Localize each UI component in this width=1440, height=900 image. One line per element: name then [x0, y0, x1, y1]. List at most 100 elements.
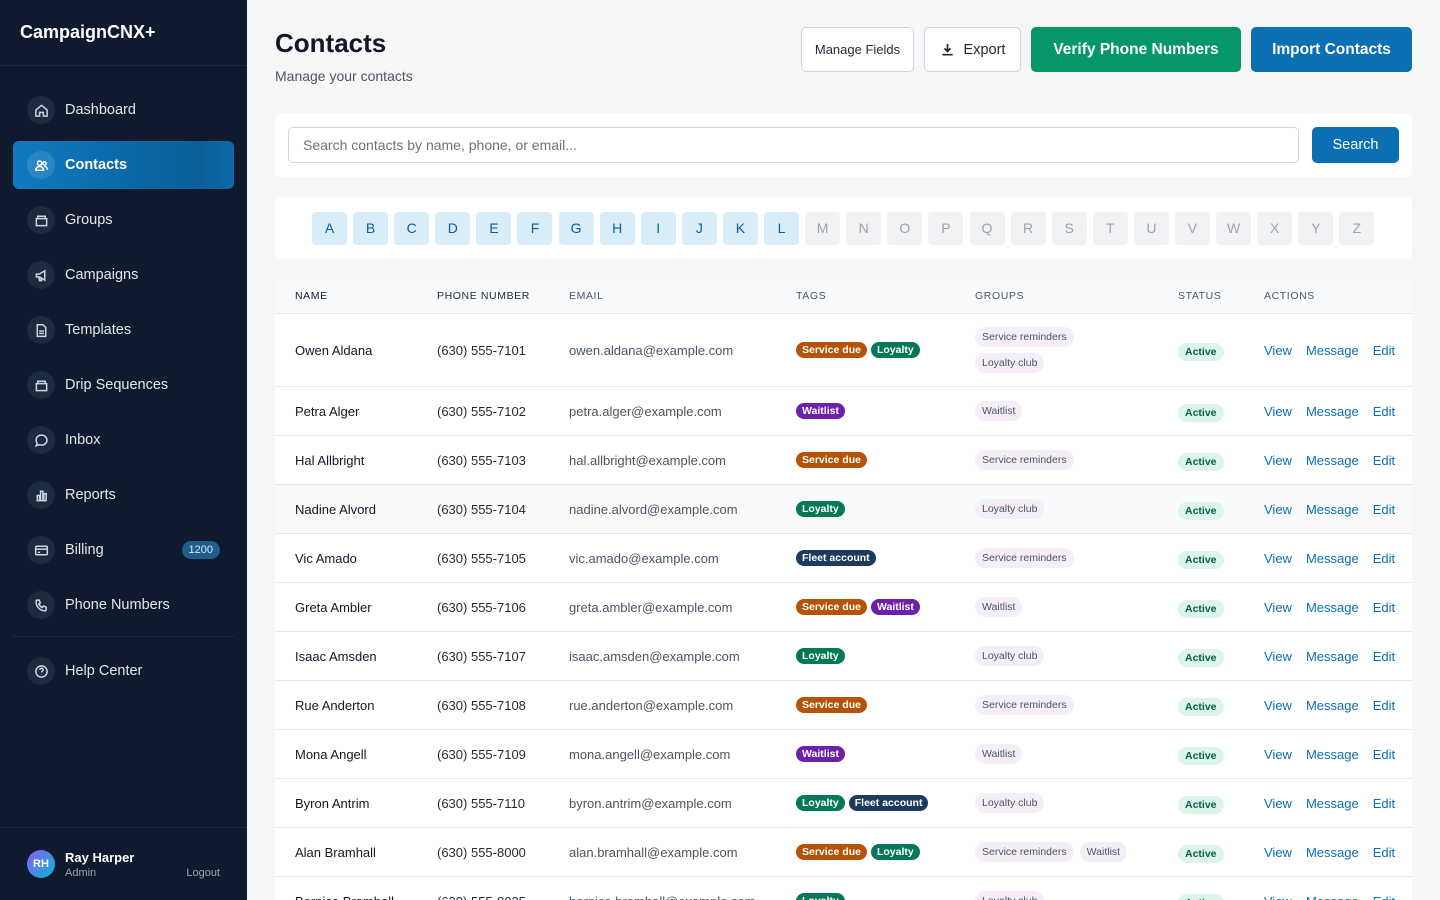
column-header-email[interactable]: EMAIL: [569, 290, 604, 302]
letter-filter-n: N: [846, 211, 882, 245]
user-role: Admin: [65, 866, 97, 879]
contact-phone: (630) 555-7103: [437, 452, 526, 468]
contact-name: Vic Amado: [295, 550, 357, 566]
contact-email: owen.aldana@example.com: [569, 342, 734, 358]
view-link[interactable]: View: [1264, 599, 1292, 615]
message-link[interactable]: Message: [1305, 599, 1359, 615]
view-link[interactable]: View: [1264, 746, 1292, 762]
view-link[interactable]: View: [1264, 403, 1292, 419]
view-link[interactable]: View: [1264, 795, 1292, 811]
letter-filter-l[interactable]: L: [764, 211, 800, 245]
edit-link[interactable]: Edit: [1372, 342, 1396, 358]
letter-filter-q: Q: [969, 211, 1005, 245]
edit-link[interactable]: Edit: [1372, 697, 1396, 713]
search-button[interactable]: Search: [1312, 127, 1399, 163]
sidebar-item-help-center[interactable]: Help Center: [13, 647, 234, 695]
column-header-status[interactable]: STATUS: [1178, 290, 1222, 302]
column-header-name[interactable]: NAME: [295, 290, 328, 302]
logout-link[interactable]: Logout: [186, 867, 220, 879]
letter-filter-w: W: [1216, 211, 1252, 245]
message-link[interactable]: Message: [1305, 550, 1359, 566]
column-header-groups[interactable]: GROUPS: [975, 290, 1025, 302]
letter-filter-k[interactable]: K: [722, 211, 758, 245]
message-link[interactable]: Message: [1305, 795, 1359, 811]
view-link[interactable]: View: [1264, 452, 1292, 468]
letter-filter-f[interactable]: F: [517, 211, 553, 245]
manage-fields-button[interactable]: Manage Fields: [801, 27, 914, 72]
table-body: Owen Aldana (630) 555-7101 owen.aldana@exa…: [275, 314, 1412, 900]
letter-filter-b[interactable]: B: [353, 211, 389, 245]
sidebar-item-contacts[interactable]: Contacts: [13, 141, 234, 189]
page-title: Contacts: [275, 28, 387, 58]
contact-email: byron.antrim@example.com: [569, 795, 732, 811]
sidebar-item-billing[interactable]: Billing 1200: [13, 526, 234, 574]
sidebar-item-templates[interactable]: Templates: [13, 306, 234, 354]
column-header-tags[interactable]: TAGS: [796, 290, 827, 302]
sidebar-item-inbox[interactable]: Inbox: [13, 416, 234, 464]
view-link[interactable]: View: [1264, 342, 1292, 358]
letter-filter-h[interactable]: H: [599, 211, 635, 245]
edit-link[interactable]: Edit: [1372, 844, 1396, 860]
contact-tags: Waitlist: [796, 746, 845, 762]
edit-link[interactable]: Edit: [1372, 795, 1396, 811]
contact-email: petra.alger@example.com: [569, 403, 722, 419]
sidebar-item-drip-sequences[interactable]: Drip Sequences: [13, 361, 234, 409]
message-link[interactable]: Message: [1305, 342, 1359, 358]
message-link[interactable]: Message: [1305, 452, 1359, 468]
group-badge: Loyalty club: [975, 793, 1045, 813]
message-link[interactable]: Message: [1305, 403, 1359, 419]
message-link[interactable]: Message: [1305, 648, 1359, 664]
edit-link[interactable]: Edit: [1372, 746, 1396, 762]
view-link[interactable]: View: [1264, 844, 1292, 860]
contact-name: Alan Bramhall: [295, 844, 376, 860]
letter-filter-d[interactable]: D: [435, 211, 471, 245]
row-actions: View Message Edit: [1264, 551, 1395, 566]
edit-link[interactable]: Edit: [1372, 599, 1396, 615]
folder-icon: [27, 371, 55, 399]
export-button[interactable]: Export: [924, 27, 1021, 72]
status-badge: Active: [1178, 795, 1224, 814]
chat-icon: [27, 426, 55, 454]
view-link[interactable]: View: [1264, 697, 1292, 713]
sidebar-item-dashboard[interactable]: Dashboard: [13, 86, 234, 134]
view-link[interactable]: View: [1264, 894, 1292, 900]
message-link[interactable]: Message: [1305, 746, 1359, 762]
message-link[interactable]: Message: [1305, 844, 1359, 860]
view-link[interactable]: View: [1264, 550, 1292, 566]
sidebar-item-reports[interactable]: Reports: [13, 471, 234, 519]
edit-link[interactable]: Edit: [1372, 403, 1396, 419]
edit-link[interactable]: Edit: [1373, 894, 1395, 900]
contact-name: Nadine Alvord: [295, 501, 376, 517]
search-input[interactable]: [288, 127, 1299, 163]
edit-link[interactable]: Edit: [1372, 550, 1396, 566]
contact-groups: Loyalty club: [975, 891, 1175, 900]
letter-filter-c[interactable]: C: [394, 211, 430, 245]
row-actions: View Message Edit: [1264, 796, 1395, 811]
letter-filter-i[interactable]: I: [640, 211, 676, 245]
edit-link[interactable]: Edit: [1372, 452, 1396, 468]
verify-phone-numbers-button[interactable]: Verify Phone Numbers: [1031, 27, 1241, 72]
edit-link[interactable]: Edit: [1372, 648, 1396, 664]
contact-phone: (630) 555-8000: [437, 844, 526, 860]
table-row: Hal Allbright (630) 555-7103 hal.allbright…: [275, 436, 1412, 485]
edit-link[interactable]: Edit: [1372, 501, 1396, 517]
column-header-phone[interactable]: PHONE NUMBER: [437, 290, 530, 302]
message-link[interactable]: Message: [1305, 697, 1359, 713]
sidebar-item-phone-numbers[interactable]: Phone Numbers: [13, 581, 234, 629]
message-link[interactable]: Message: [1305, 501, 1359, 517]
avatar[interactable]: RH: [27, 850, 55, 878]
brand-logo[interactable]: CampaignCNX+: [0, 0, 247, 66]
table-row: Petra Alger (630) 555-7102 petra.alger@exa…: [275, 387, 1412, 436]
letter-filter-a[interactable]: A: [312, 211, 347, 245]
sidebar-item-groups[interactable]: Groups: [13, 196, 234, 244]
sidebar-item-label: Help Center: [65, 663, 143, 679]
letter-filter-j[interactable]: J: [681, 211, 717, 245]
sidebar-item-campaigns[interactable]: Campaigns: [13, 251, 234, 299]
import-contacts-button[interactable]: Import Contacts: [1251, 27, 1412, 72]
view-link[interactable]: View: [1264, 501, 1292, 517]
letter-filter-g[interactable]: G: [558, 211, 594, 245]
sidebar-item-label: Campaigns: [65, 267, 139, 283]
view-link[interactable]: View: [1264, 648, 1292, 664]
message-link[interactable]: Message: [1306, 894, 1359, 900]
letter-filter-e[interactable]: E: [476, 211, 512, 245]
